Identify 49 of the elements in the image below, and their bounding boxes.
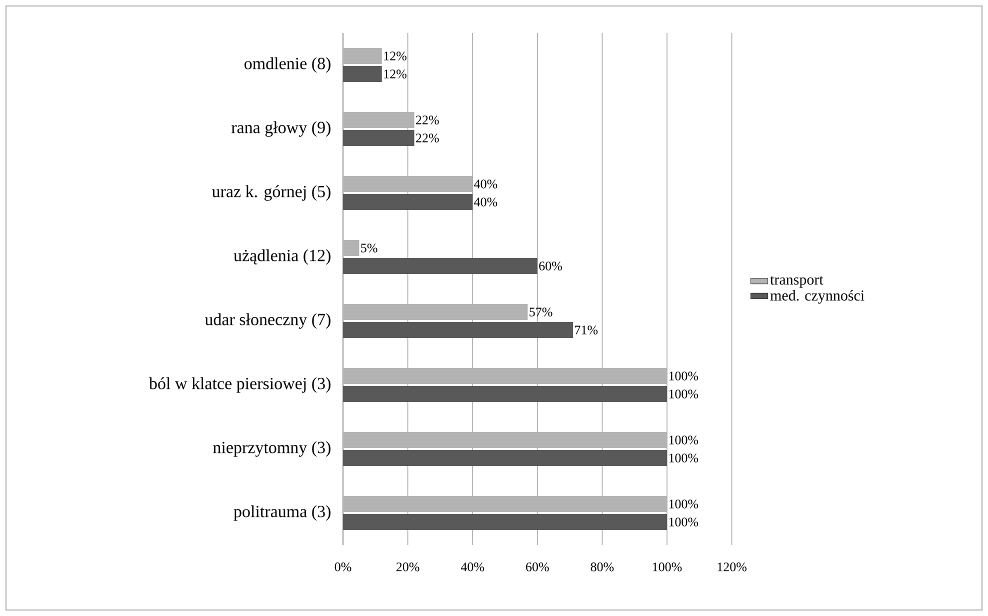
- data-label: 100%: [669, 436, 698, 444]
- legend-label: med. czynności: [770, 290, 864, 304]
- bar: [343, 322, 574, 338]
- x-tick-label: 40%: [460, 562, 484, 572]
- data-label: 22%: [416, 134, 439, 142]
- x-tick-label: 0%: [334, 562, 352, 572]
- bar: [343, 194, 473, 210]
- data-label: 100%: [669, 390, 698, 398]
- data-label: 12%: [384, 52, 406, 60]
- data-label: 40%: [474, 198, 498, 206]
- data-label: 57%: [530, 308, 552, 316]
- data-label: 60%: [539, 262, 562, 270]
- bar: [343, 386, 668, 402]
- bar: [343, 514, 668, 530]
- bar: [343, 176, 473, 192]
- bar: [343, 496, 668, 512]
- y-tick-label: omdlenie (8): [244, 57, 330, 73]
- y-tick-label: uraz k. górnej (5): [212, 185, 330, 201]
- bar: [343, 112, 414, 128]
- data-label: 40%: [474, 180, 498, 188]
- x-tick-label: 20%: [396, 562, 420, 572]
- bar: [343, 258, 538, 274]
- y-tick-label: użądlenia (12): [234, 249, 330, 265]
- bar: [343, 48, 382, 64]
- data-label: 100%: [669, 454, 698, 462]
- x-tick-label: 80%: [590, 562, 614, 572]
- bar: [343, 66, 382, 82]
- bar: [343, 304, 528, 320]
- data-label: 5%: [361, 244, 378, 252]
- x-tick-label: 60%: [526, 562, 549, 572]
- bar: [343, 450, 668, 466]
- bar: [343, 432, 668, 448]
- y-tick-label: rana głowy (9): [231, 121, 330, 137]
- y-tick-label: ból w klatce piersiowej (3): [148, 377, 330, 393]
- y-tick-label: udar słoneczny (7): [204, 313, 330, 329]
- x-tick-label: 100%: [652, 562, 682, 572]
- data-label: 22%: [416, 116, 439, 124]
- data-label: 12%: [384, 70, 406, 78]
- bar: [343, 240, 360, 256]
- bar: [343, 130, 414, 146]
- data-label: 71%: [575, 326, 598, 334]
- x-tick-label: 120%: [718, 562, 747, 572]
- data-label: 100%: [669, 518, 698, 526]
- data-label: 100%: [669, 372, 698, 380]
- legend-label: transport: [770, 276, 824, 288]
- bar: [343, 368, 668, 384]
- y-tick-label: politrauma (3): [234, 505, 330, 521]
- data-label: 100%: [669, 500, 698, 508]
- y-tick-label: nieprzytomny (3): [213, 441, 330, 457]
